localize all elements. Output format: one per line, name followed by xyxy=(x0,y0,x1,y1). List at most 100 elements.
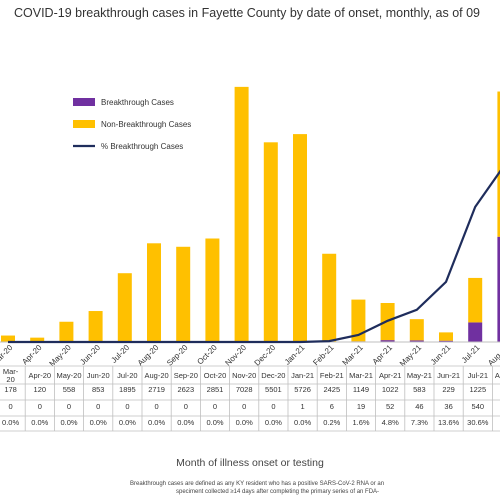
legend: Breakthrough Cases Non-Breakthrough Case… xyxy=(73,98,191,151)
table-cell-pct: 0.0% xyxy=(148,418,165,427)
table-cell-pct: 4.8% xyxy=(382,418,399,427)
category-label-mar-20: Mar-20 xyxy=(0,343,15,368)
table-cell-pct: 0.0% xyxy=(2,418,19,427)
category-labels: Mar-20 Apr-20 May-20 Jun-20 Jul-20 Aug-20 Sep-… xyxy=(0,343,500,369)
bars-group xyxy=(1,86,500,343)
footnote-line-1: Breakthrough cases are defined as any KY… xyxy=(130,481,385,487)
category-label-mar-21: Mar-21 xyxy=(341,343,366,368)
category-label-may-21: May-21 xyxy=(398,343,424,369)
table-cell-breakthrough: 0 xyxy=(125,402,129,411)
table-cell-pct: 0.0% xyxy=(90,418,107,427)
pct-breakthrough-line xyxy=(8,169,500,344)
category-label-jul-20: Jul-20 xyxy=(109,343,131,365)
table-cell-pct: 0.2% xyxy=(323,418,340,427)
chart-title: COVID-19 breakthrough cases in Fayette C… xyxy=(14,6,480,20)
table-header-cell: May-21 xyxy=(407,371,432,380)
table-header-cell: Dec-20 xyxy=(261,371,285,380)
table-cell-pct: 0.0% xyxy=(236,418,253,427)
bar-non-breakthrough-mar-21 xyxy=(351,299,366,342)
bar-non-breakthrough-jun-21 xyxy=(439,332,453,341)
bar-non-breakthrough-nov-20 xyxy=(234,86,249,343)
bar-non-breakthrough-apr-20 xyxy=(30,337,45,342)
table-header-cell: Jul-20 xyxy=(117,371,137,380)
bar-non-breakthrough-jan-21 xyxy=(293,134,307,342)
table-cell-breakthrough: 0 xyxy=(271,402,275,411)
table-cell-breakthrough: 0 xyxy=(155,402,159,411)
table-cell-breakthrough: 0 xyxy=(38,402,42,411)
table-cell-pct: 0.0% xyxy=(119,418,136,427)
table-cell-breakthrough: 46 xyxy=(415,402,423,411)
bar-non-breakthrough-may-21 xyxy=(409,319,424,341)
table-cell-breakthrough: 1 xyxy=(301,402,305,411)
table-cell-breakthrough: 52 xyxy=(386,402,394,411)
table-cell-pct: 0.0% xyxy=(60,418,77,427)
table-cell-non-breakthrough: 2851 xyxy=(207,385,224,394)
bar-breakthrough-aug-21 xyxy=(497,236,500,342)
category-label-apr-20: Apr-20 xyxy=(20,343,44,367)
table-cell-pct: 1.6% xyxy=(352,418,369,427)
table-header-cell: Aug-21 xyxy=(495,371,500,380)
table-cell-non-breakthrough: 120 xyxy=(34,385,47,394)
category-label-aug-21: Aug-21 xyxy=(486,343,500,368)
bar-non-breakthrough-jul-21 xyxy=(468,277,483,323)
table-header-cell: Mar- xyxy=(3,367,19,376)
bar-non-breakthrough-oct-20 xyxy=(205,238,220,342)
table-header-cell: Apr-20 xyxy=(29,371,52,380)
legend-swatch-non-breakthrough xyxy=(73,120,95,128)
table-cell-pct: 7.3% xyxy=(411,418,428,427)
table-cell-pct: 0.0% xyxy=(206,418,223,427)
bar-breakthrough-jul-21 xyxy=(468,322,483,342)
category-label-sep-20: Sep-20 xyxy=(165,343,190,368)
category-label-apr-21: Apr-21 xyxy=(371,343,395,367)
table-cell-non-breakthrough: 853 xyxy=(92,385,105,394)
category-label-aug-20: Aug-20 xyxy=(136,343,161,368)
legend-label-non-breakthrough: Non-Breakthrough Cases xyxy=(101,120,191,129)
table-header-cell: Nov-20 xyxy=(232,371,256,380)
bar-non-breakthrough-jun-20 xyxy=(88,311,103,342)
bar-non-breakthrough-aug-20 xyxy=(147,243,161,342)
bar-non-breakthrough-may-20 xyxy=(59,321,74,342)
table-header-cell: May-20 xyxy=(56,371,81,380)
table-cell-non-breakthrough: 178 xyxy=(4,385,17,394)
table-cell-non-breakthrough: 5726 xyxy=(294,385,311,394)
table-cell-non-breakthrough: 1022 xyxy=(382,385,399,394)
table-cell-non-breakthrough: 2719 xyxy=(148,385,165,394)
table-header-cell: Feb-21 xyxy=(320,371,344,380)
table-header-cell: Jan-21 xyxy=(291,371,314,380)
table-cell-pct: 0.0% xyxy=(265,418,282,427)
table-cell-breakthrough: 0 xyxy=(184,402,188,411)
table-cell-pct: 0.0% xyxy=(177,418,194,427)
category-label-may-20: May-20 xyxy=(48,343,74,369)
category-label-jun-20: Jun-20 xyxy=(78,343,102,367)
table-cell-non-breakthrough: 2623 xyxy=(177,385,194,394)
table-cell-breakthrough: 0 xyxy=(213,402,217,411)
table-header-cell: Oct-20 xyxy=(204,371,227,380)
legend-label-pct: % Breakthrough Cases xyxy=(101,142,183,151)
footnote-line-2: speciment collected ≥14 days after compl… xyxy=(176,489,380,495)
table-cell-breakthrough: 0 xyxy=(242,402,246,411)
table-header-cell: Jun-21 xyxy=(437,371,460,380)
table-cell-non-breakthrough: 229 xyxy=(442,385,455,394)
table-header-cell: Jun-20 xyxy=(87,371,110,380)
table-cell-pct: 0.0% xyxy=(294,418,311,427)
bar-non-breakthrough-sep-20 xyxy=(176,246,191,342)
table-cell-breakthrough: 0 xyxy=(96,402,100,411)
bar-non-breakthrough-dec-20 xyxy=(263,142,278,342)
table-cell-non-breakthrough: 2425 xyxy=(323,385,340,394)
table-header-cell: Aug-20 xyxy=(145,371,169,380)
table-cell-non-breakthrough: 7028 xyxy=(236,385,253,394)
table-cell-breakthrough: 0 xyxy=(9,402,13,411)
table-cell-non-breakthrough: 558 xyxy=(63,385,76,394)
table-header-cell: Jul-21 xyxy=(468,371,488,380)
category-label-jul-21: Jul-21 xyxy=(460,343,482,365)
category-label-dec-20: Dec-20 xyxy=(253,343,278,368)
category-label-feb-21: Feb-21 xyxy=(311,343,336,368)
table-cell-pct: 13.6% xyxy=(438,418,460,427)
table-header-cell: Apr-21 xyxy=(379,371,402,380)
table-cell-non-breakthrough: 1149 xyxy=(353,385,369,394)
table-cell-breakthrough: 540 xyxy=(472,402,485,411)
bar-breakthrough-apr-21 xyxy=(380,340,395,342)
table-cell-non-breakthrough: 5501 xyxy=(265,385,282,394)
